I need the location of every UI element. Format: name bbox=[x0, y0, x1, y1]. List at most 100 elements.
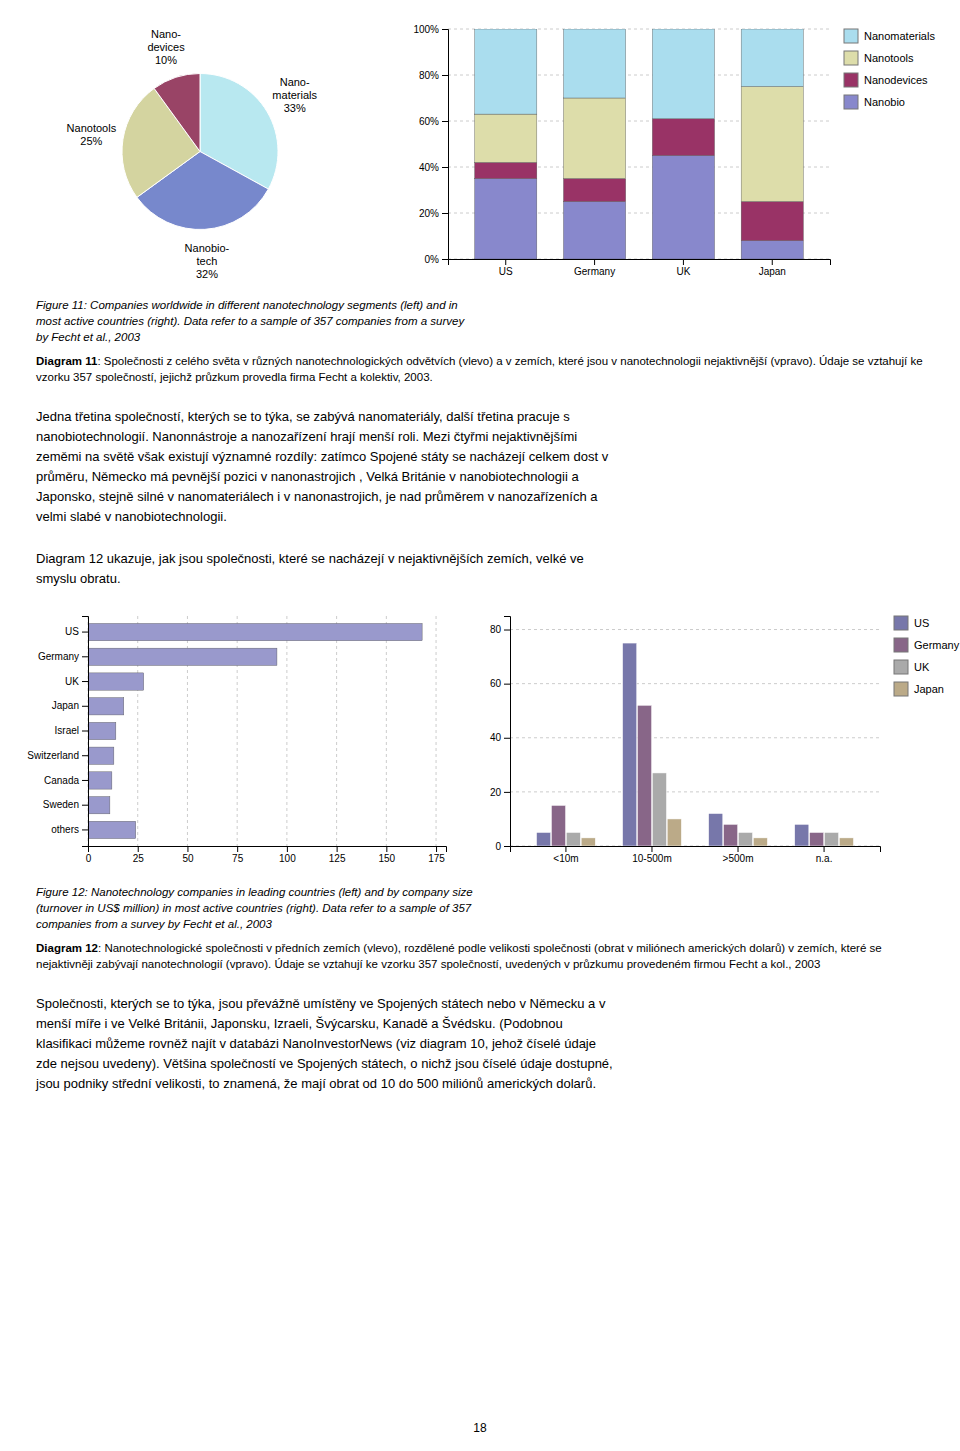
legend-item: Germany bbox=[894, 638, 960, 652]
figure-caption-line: Figure 11: Companies worldwide in differ… bbox=[36, 297, 924, 313]
paragraph-line: velmi slabé v nanobiotechnologii. bbox=[36, 507, 924, 527]
grid-line bbox=[436, 616, 437, 846]
tick-mark bbox=[138, 846, 139, 852]
bar-segment bbox=[563, 179, 625, 202]
slice-label-part: 32% bbox=[196, 268, 218, 280]
tick-mark bbox=[82, 829, 88, 830]
tick: Canada bbox=[44, 775, 88, 786]
slice-label-part: Nano- bbox=[151, 28, 181, 40]
tick-label: Japan bbox=[759, 266, 786, 277]
paragraph-block: Jedna třetina společností, kterých se to… bbox=[36, 407, 924, 527]
axis-line bbox=[82, 617, 89, 847]
tick-label: 175 bbox=[428, 853, 445, 864]
slice-label-part: 25% bbox=[80, 135, 102, 147]
paragraph-line: smyslu obratu. bbox=[36, 569, 924, 589]
tick-mark bbox=[504, 684, 510, 685]
tick-mark bbox=[651, 846, 652, 852]
tick-label: Canada bbox=[44, 775, 79, 786]
slice-label-part: devices bbox=[147, 41, 185, 53]
tick-label: UK bbox=[65, 676, 79, 687]
bar-segment bbox=[475, 29, 537, 114]
tick-mark bbox=[772, 259, 773, 265]
bar bbox=[738, 832, 752, 846]
bar bbox=[810, 832, 824, 846]
chart-row: Nano-materials33%Nanobio-tech32%Nanotool… bbox=[0, 14, 960, 289]
slice-label-part: Nanotools bbox=[67, 122, 117, 134]
paragraph-line: menší míře i ve Velké Británii, Japonsku… bbox=[36, 1014, 924, 1034]
bar-segment bbox=[741, 29, 803, 87]
tick: 0% bbox=[425, 254, 448, 265]
plot: 0255075100125150175USGermanyUKJapanIsrae… bbox=[27, 616, 446, 864]
bar bbox=[88, 821, 136, 838]
slice-label-part: Nanobio- bbox=[185, 242, 230, 254]
slice-label-part: 33% bbox=[284, 102, 306, 114]
tick-mark bbox=[442, 121, 448, 122]
tick-label: 10-500m bbox=[632, 853, 671, 864]
paragraph-block: Společnosti, kterých se to týka, jsou př… bbox=[36, 994, 924, 1094]
tick: 40% bbox=[419, 162, 448, 173]
bar bbox=[623, 643, 637, 846]
x-axis: <10m10-500m>500mn.a. bbox=[511, 846, 881, 864]
tick-mark bbox=[287, 846, 288, 852]
legend-label: Nanomaterials bbox=[864, 30, 935, 42]
bar bbox=[824, 832, 838, 846]
tick-mark bbox=[82, 656, 88, 657]
tick-label: 125 bbox=[329, 853, 346, 864]
tick: n.a. bbox=[816, 846, 833, 864]
tick-label: 0 bbox=[495, 841, 501, 852]
grid bbox=[510, 630, 880, 846]
page-number: 18 bbox=[0, 1421, 960, 1435]
paragraph-line: klasifikaci můžeme rovněž najít v databá… bbox=[36, 1034, 924, 1054]
tick-label: n.a. bbox=[816, 853, 833, 864]
tick-mark bbox=[442, 29, 448, 30]
tick: 60 bbox=[490, 678, 510, 689]
paragraph-line: Japonsko, stejně silné v nanomateriálech… bbox=[36, 487, 924, 507]
tick: Japan bbox=[52, 700, 88, 711]
bar bbox=[652, 773, 666, 846]
slice-label: Nanotools25% bbox=[67, 122, 117, 147]
bar-segment bbox=[563, 98, 625, 179]
figure-caption-line: companies from a survey by Fecht et al.,… bbox=[36, 916, 924, 932]
legend-swatch bbox=[894, 660, 908, 674]
tick-label: 20 bbox=[490, 787, 502, 798]
tick-mark bbox=[504, 630, 510, 631]
tick-mark bbox=[442, 213, 448, 214]
tick: 125 bbox=[329, 846, 346, 864]
tick: 0 bbox=[495, 841, 510, 852]
legend: USGermanyUKJapan bbox=[894, 616, 960, 696]
paragraph-line: Jedna třetina společností, kterých se to… bbox=[36, 407, 924, 427]
tick-mark bbox=[82, 780, 88, 781]
chart: Nano-materials33%Nanobio-tech32%Nanotool… bbox=[0, 14, 400, 289]
tick: Switzerland bbox=[27, 750, 88, 761]
grid-line bbox=[386, 616, 387, 846]
bar-segment bbox=[652, 156, 714, 260]
tick-label: Germany bbox=[38, 651, 79, 662]
tick-mark bbox=[504, 846, 510, 847]
tick: 0 bbox=[86, 846, 92, 864]
tick-label: 25 bbox=[133, 853, 145, 864]
legend-label: Nanodevices bbox=[864, 74, 928, 86]
caption-label: Diagram 12 bbox=[36, 942, 98, 954]
tick: >500m bbox=[723, 846, 754, 864]
bar-segment bbox=[741, 241, 803, 259]
legend-swatch bbox=[894, 616, 908, 630]
tick: 25 bbox=[133, 846, 145, 864]
bar-segment bbox=[741, 202, 803, 241]
tick: others bbox=[51, 824, 88, 835]
plot: USGermanyUKJapan0%20%40%60%80%100%Nanoma… bbox=[413, 24, 935, 277]
tick: 10-500m bbox=[632, 846, 671, 864]
bar bbox=[581, 838, 595, 846]
tick: 175 bbox=[428, 846, 445, 864]
bar bbox=[88, 673, 144, 690]
tick: 80 bbox=[490, 624, 510, 635]
legend-swatch bbox=[844, 73, 858, 87]
tick: 150 bbox=[378, 846, 395, 864]
page: Nano-materials33%Nanobio-tech32%Nanotool… bbox=[0, 14, 960, 1094]
legend-item: UK bbox=[894, 660, 930, 674]
slice-label: Nanobio-tech32% bbox=[185, 242, 230, 280]
slice-label-part: tech bbox=[197, 255, 218, 267]
caption-label: Diagram 11 bbox=[36, 355, 97, 367]
tick-label: 80 bbox=[490, 624, 502, 635]
tick-mark bbox=[82, 805, 88, 806]
bar bbox=[724, 824, 738, 846]
